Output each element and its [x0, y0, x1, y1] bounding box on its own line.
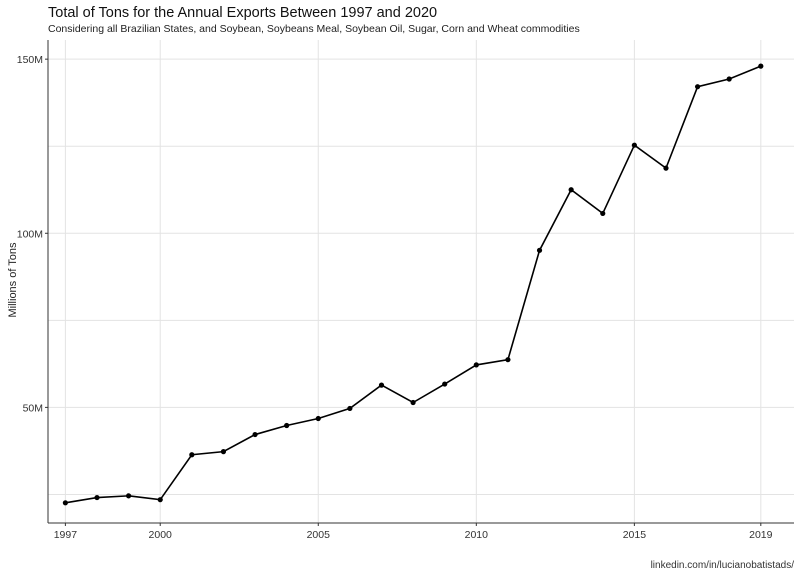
data-point [505, 357, 511, 363]
data-point [347, 405, 353, 412]
y-tick-label: 100M [17, 228, 43, 240]
x-tick-label: 2000 [149, 529, 173, 541]
data-point [157, 497, 163, 503]
data-point [252, 431, 258, 438]
y-axis-label: Millions of Tons [7, 242, 19, 317]
data-point [126, 493, 132, 499]
data-point [663, 165, 669, 171]
chart-subtitle: Considering all Brazilian States, and So… [48, 23, 580, 35]
data-point [410, 399, 416, 406]
data-point [284, 422, 290, 429]
grid-layer [48, 40, 794, 523]
y-tick-label: 50M [23, 402, 43, 414]
chart-title: Total of Tons for the Annual Exports Bet… [48, 5, 437, 21]
data-point [600, 210, 606, 217]
data-point [631, 142, 637, 148]
data-point [473, 362, 479, 368]
data-point [315, 415, 321, 422]
axes-layer: 50M 100M 150M 1997 2000 2005 2010 2015 2019 [17, 40, 794, 541]
data-point [758, 63, 764, 69]
data-point [62, 500, 68, 506]
data-point [378, 382, 385, 388]
series-layer [62, 63, 764, 506]
data-point [94, 494, 100, 501]
data-point [442, 381, 448, 387]
data-point [568, 187, 574, 193]
x-tick-label: 2010 [465, 529, 489, 541]
x-tick-label: 2005 [307, 529, 331, 541]
x-tick-label: 2015 [623, 529, 647, 541]
chart-caption: linkedin.com/in/lucianobatistads/ [651, 560, 795, 571]
y-tick-label: 150M [17, 54, 43, 66]
series-line [65, 65, 762, 504]
x-tick-label: 1997 [54, 529, 78, 541]
data-point [694, 84, 701, 90]
x-tick-label: 2019 [749, 529, 773, 541]
data-point [220, 449, 227, 455]
data-point [726, 76, 732, 82]
data-point [536, 247, 543, 253]
data-point [189, 452, 195, 458]
